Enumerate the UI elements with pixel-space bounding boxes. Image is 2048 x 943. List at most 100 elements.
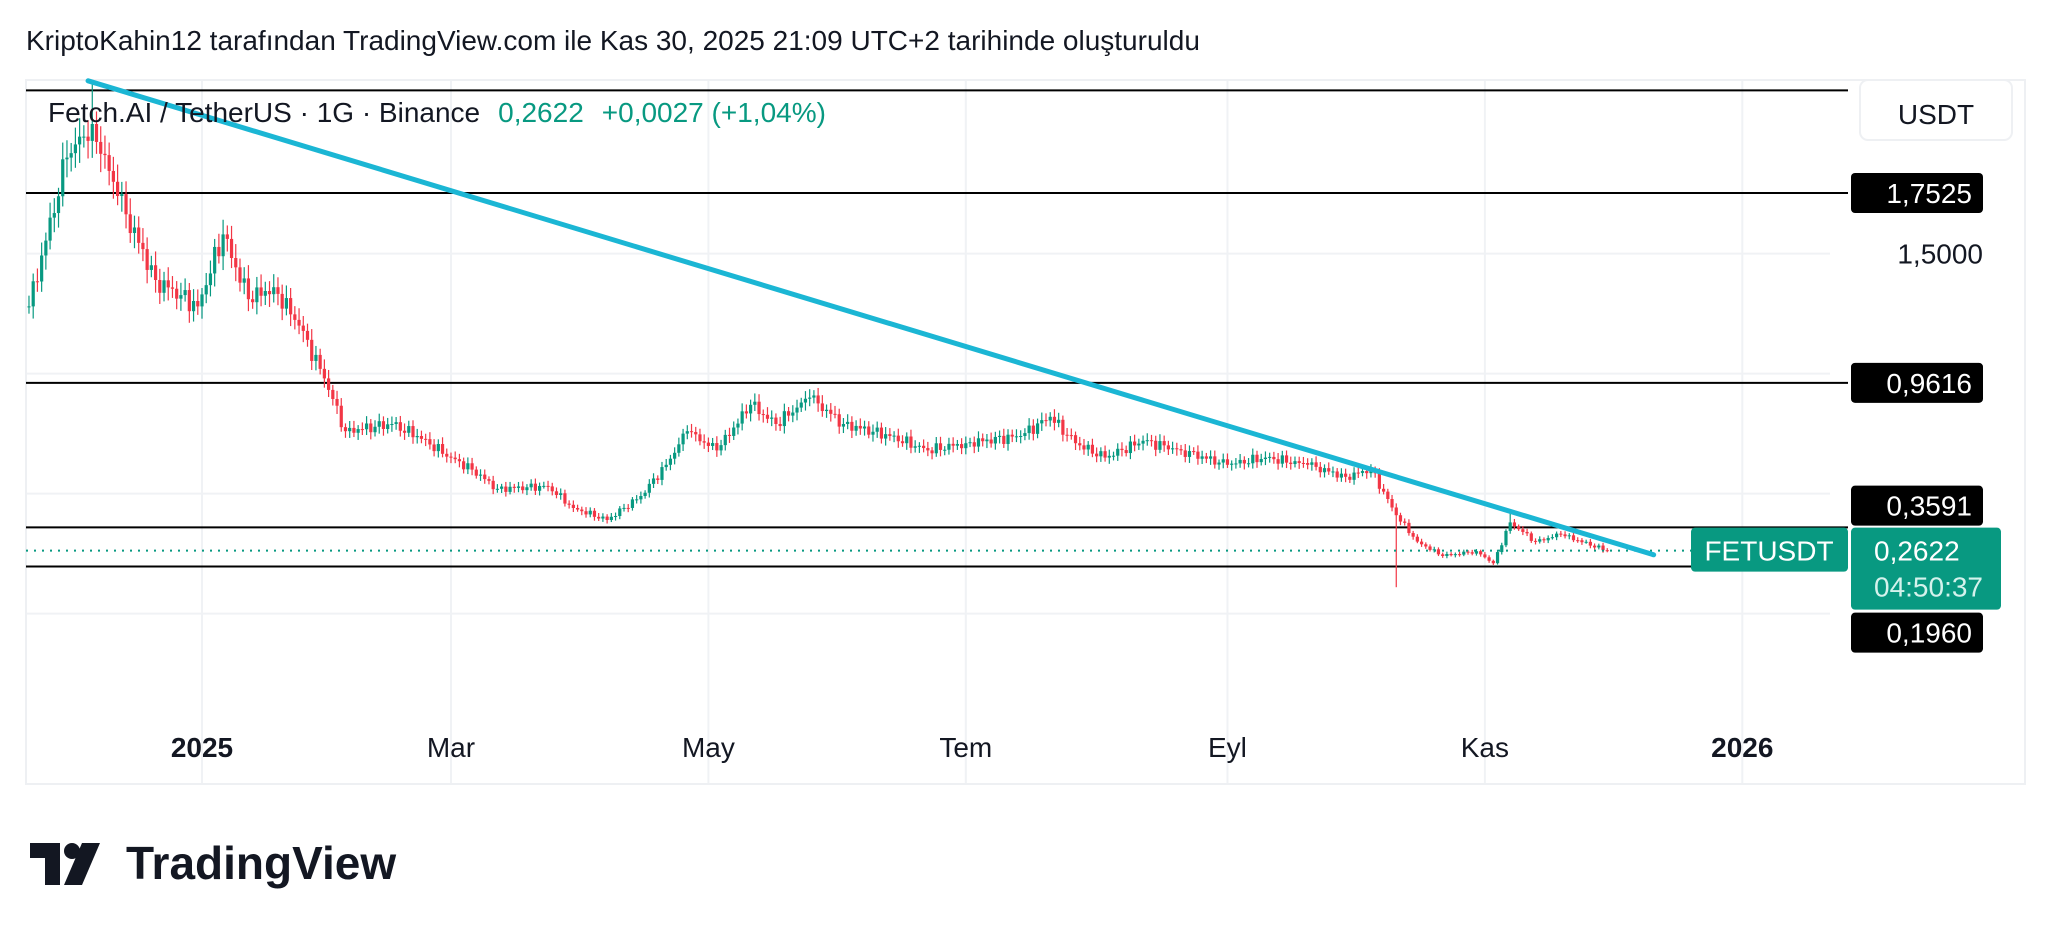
- candle-body: [1512, 522, 1517, 527]
- candle: [808, 389, 812, 407]
- candle: [335, 390, 339, 414]
- candle: [1192, 447, 1196, 455]
- candle: [681, 428, 685, 452]
- candle-body: [964, 443, 968, 449]
- candle: [289, 287, 293, 327]
- candle: [997, 430, 1002, 444]
- level-label-box: [1851, 362, 1983, 403]
- candle-body: [500, 486, 504, 489]
- candle: [1204, 452, 1208, 464]
- candle-body: [1255, 454, 1259, 463]
- candle-body: [1162, 441, 1166, 446]
- countdown-timer: 04:50:37: [1874, 572, 1983, 603]
- candle: [1238, 454, 1242, 468]
- candle: [1491, 559, 1495, 565]
- candle-body: [213, 246, 217, 274]
- candle-body: [736, 423, 740, 428]
- candle-body: [1230, 463, 1234, 465]
- candle-body: [875, 427, 879, 432]
- candle-body: [491, 480, 495, 490]
- candle-body: [183, 290, 187, 296]
- candle-body: [567, 503, 571, 505]
- candle-body: [765, 414, 770, 419]
- candle-body: [1593, 545, 1597, 548]
- candle: [1095, 447, 1099, 463]
- candle: [943, 446, 947, 456]
- candle: [774, 413, 778, 431]
- candle: [1289, 456, 1293, 470]
- candle: [1124, 445, 1128, 457]
- candle: [538, 482, 542, 496]
- candle-body: [533, 483, 537, 491]
- candle: [322, 359, 326, 388]
- candle-body: [1057, 419, 1061, 423]
- candle: [149, 255, 153, 278]
- candle: [86, 120, 90, 159]
- candle-body: [217, 246, 221, 257]
- candle: [1327, 462, 1331, 475]
- candle: [1263, 451, 1268, 466]
- tradingview-logo-icon: [30, 843, 100, 885]
- candle-body: [618, 508, 622, 517]
- candle: [343, 423, 348, 438]
- candle-body: [99, 141, 103, 154]
- candle: [1010, 429, 1014, 443]
- candle-body: [651, 478, 656, 484]
- currency-button[interactable]: USDT: [1859, 79, 2013, 141]
- candle-body: [424, 438, 428, 440]
- candle-body: [829, 409, 833, 414]
- candle-body: [706, 442, 710, 446]
- candle: [208, 260, 213, 297]
- candle: [187, 282, 191, 323]
- candle-body: [753, 401, 757, 405]
- candle-body: [483, 474, 487, 480]
- candle-body: [660, 467, 664, 480]
- candle-body: [900, 441, 905, 444]
- candle-body: [86, 136, 90, 141]
- candle: [1090, 438, 1095, 458]
- time-tick-label: Tem: [939, 732, 992, 763]
- candle: [1339, 468, 1343, 482]
- candle-body: [770, 417, 774, 419]
- candle: [656, 475, 660, 484]
- candle-body: [175, 288, 179, 299]
- candle: [445, 448, 449, 463]
- candle-body: [348, 427, 352, 432]
- candle: [892, 431, 896, 443]
- candle-body: [1251, 454, 1255, 464]
- candle-body: [803, 398, 808, 403]
- candle-body: [487, 479, 491, 481]
- candle-body: [170, 287, 175, 289]
- candle-body: [1082, 445, 1086, 450]
- candle-body: [1339, 473, 1343, 478]
- candle: [293, 306, 297, 330]
- candle: [913, 440, 917, 453]
- trendline[interactable]: [85, 78, 1657, 558]
- candle-body: [905, 436, 909, 444]
- candle: [1310, 458, 1314, 471]
- candle: [850, 416, 854, 439]
- candle-body: [1580, 540, 1584, 543]
- candle: [1504, 529, 1508, 548]
- candle: [99, 126, 103, 173]
- candle: [272, 274, 276, 303]
- candle-body: [816, 395, 820, 404]
- candle-body: [1221, 459, 1225, 463]
- candle-body: [597, 516, 601, 519]
- candle: [778, 416, 782, 431]
- candle: [1145, 433, 1149, 446]
- candle: [1403, 518, 1407, 526]
- candle-body: [1517, 526, 1521, 530]
- candle-body: [1301, 462, 1306, 464]
- candle-body: [1360, 471, 1365, 473]
- candle-body: [343, 427, 348, 432]
- candle: [48, 202, 52, 250]
- candle: [419, 430, 424, 444]
- candle-body: [799, 402, 803, 408]
- candle-body: [314, 354, 318, 361]
- candle: [1082, 438, 1086, 455]
- candle-body: [609, 516, 613, 520]
- candle: [1061, 415, 1065, 442]
- candle-body: [1035, 423, 1040, 434]
